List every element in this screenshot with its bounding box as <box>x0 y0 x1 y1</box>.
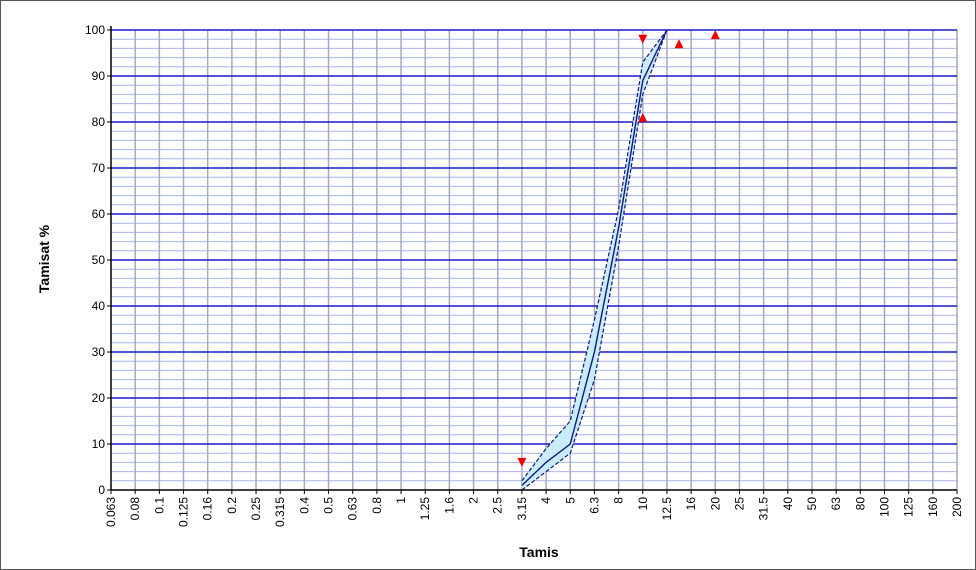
x-tick-label: 20 <box>708 497 722 511</box>
y-tick-label: 0 <box>98 483 105 497</box>
x-tick-label: 0.1 <box>152 497 166 514</box>
x-tick-label: 1.25 <box>418 497 432 521</box>
y-tick-labels: 0 10 20 30 40 50 60 70 80 90 100 <box>85 23 105 497</box>
x-tick-label: 0.125 <box>177 497 191 527</box>
x-tick-label: 0.2 <box>225 497 239 514</box>
x-tick-label: 125 <box>902 497 916 517</box>
x-tick-label: 2 <box>467 497 481 504</box>
x-tick-label: 0.8 <box>370 497 384 514</box>
x-tick-label: 0.315 <box>273 497 287 527</box>
marker-triangle-down <box>517 457 527 467</box>
y-tick-label: 50 <box>92 253 106 267</box>
x-tick-label: 63 <box>829 497 843 511</box>
y-tick-label: 90 <box>92 69 106 83</box>
y-tick-label: 70 <box>92 161 106 175</box>
y-axis-title: Tamisat % <box>36 224 52 293</box>
marker-triangle-down <box>638 34 648 44</box>
y-tick-label: 30 <box>92 345 106 359</box>
major-gridlines <box>111 29 957 445</box>
x-tick-label: 40 <box>781 497 795 511</box>
y-tick-label: 100 <box>85 23 105 37</box>
x-tick-label: 50 <box>805 497 819 511</box>
x-tick-label: 1 <box>394 497 408 504</box>
marker-triangle-up <box>638 112 648 122</box>
x-tick-labels: 0.063 0.08 0.1 0.125 0.16 0.2 0.25 0.315 0.4 0.5 0… <box>104 497 964 527</box>
x-tick-label: 31.5 <box>757 497 771 521</box>
x-tick-label: 100 <box>877 497 891 517</box>
tolerance-band-fill <box>521 30 667 490</box>
x-tick-label: 0.25 <box>249 497 263 521</box>
minor-gridlines <box>111 38 957 482</box>
x-tick-label: 8 <box>612 497 626 504</box>
x-axis-title: Tamis <box>519 544 559 560</box>
x-tick-label: 0.5 <box>322 497 336 514</box>
x-tick-label: 0.63 <box>346 497 360 521</box>
x-tick-label: 0.4 <box>297 497 311 514</box>
x-tick-label: 5 <box>563 497 577 504</box>
x-tick-label: 25 <box>732 497 746 511</box>
x-tick-label: 1.6 <box>442 497 456 514</box>
series-lines <box>521 29 668 491</box>
y-tick-label: 10 <box>92 437 106 451</box>
series-line-upper <box>521 29 668 482</box>
x-tick-label: 16 <box>684 497 698 511</box>
tolerance-band <box>521 30 667 490</box>
x-tick-label: 160 <box>926 497 940 517</box>
y-tick-label: 60 <box>92 207 106 221</box>
x-tick-label: 200 <box>950 497 964 517</box>
x-tick-label: 80 <box>853 497 867 511</box>
x-tick-label: 2.5 <box>491 497 505 514</box>
x-tick-label: 0.16 <box>201 497 215 521</box>
x-tick-label: 3.15 <box>515 497 529 521</box>
x-tick-label: 4 <box>539 497 553 504</box>
x-tick-label: 0.063 <box>104 497 118 527</box>
marker-triangle-up <box>674 39 684 49</box>
y-tick-label: 80 <box>92 115 106 129</box>
marker-triangle-up <box>710 30 720 40</box>
series-line-lower <box>521 29 668 491</box>
y-tick-label: 40 <box>92 299 106 313</box>
x-tick-label: 12.5 <box>660 497 674 521</box>
x-tick-label: 10 <box>636 497 650 511</box>
axes <box>107 26 958 494</box>
data-markers <box>517 30 720 467</box>
y-tick-label: 20 <box>92 391 106 405</box>
x-tick-label: 0.08 <box>128 497 142 521</box>
series-line-center <box>521 29 668 486</box>
x-tick-label: 6.3 <box>587 497 601 514</box>
